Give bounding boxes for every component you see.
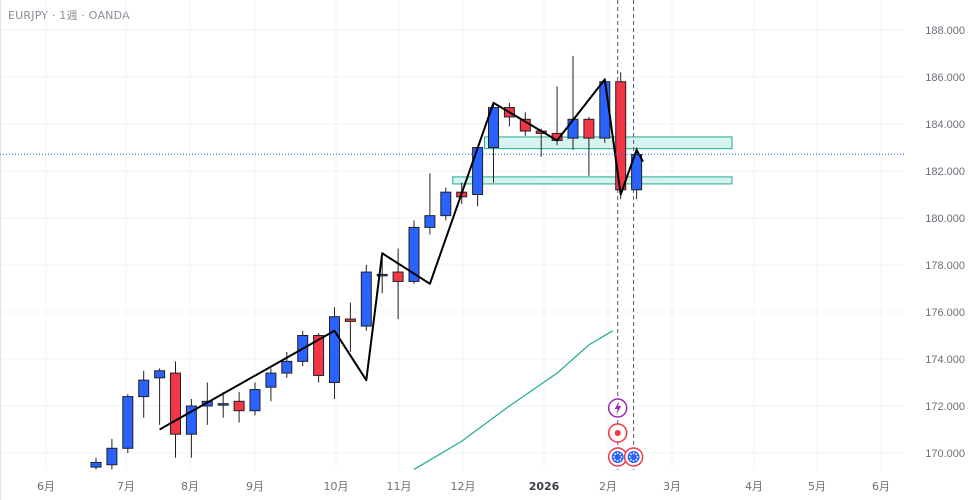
candle bbox=[599, 81, 611, 143]
candle-body bbox=[408, 226, 420, 282]
x-tick-label: 2026 bbox=[529, 480, 560, 493]
candle-body bbox=[90, 461, 102, 468]
chart-title: EURJPY · 1週 · OANDA bbox=[8, 9, 130, 22]
y-tick-label: 184.000 bbox=[925, 119, 965, 131]
x-tick-label: 6月 bbox=[872, 480, 890, 493]
candle bbox=[567, 55, 579, 150]
candle-body bbox=[106, 447, 118, 466]
candle-series bbox=[90, 55, 643, 470]
event-markers bbox=[607, 398, 644, 467]
y-tick-label: 170.000 bbox=[925, 448, 965, 460]
candle-body bbox=[122, 396, 134, 449]
candle bbox=[185, 398, 197, 458]
candle-body bbox=[376, 273, 388, 277]
x-tick-label: 6月 bbox=[37, 480, 55, 493]
price-axis-background bbox=[905, 0, 975, 500]
candle-body bbox=[488, 107, 499, 149]
candle bbox=[583, 116, 595, 176]
moving-average-line bbox=[413, 330, 614, 470]
x-tick-label: 2月 bbox=[599, 480, 617, 493]
y-tick-label: 188.000 bbox=[925, 25, 965, 37]
time-axis[interactable]: 6月 7月 8月 9月 10月 11月 12月 2026 2月 3月 4月 5月 6月 bbox=[37, 480, 890, 493]
zone-box[interactable] bbox=[452, 176, 733, 185]
price-axis[interactable]: 188.000 186.000 184.000 182.000 180.000 178.0… bbox=[905, 0, 975, 500]
y-tick-label: 172.000 bbox=[925, 401, 965, 413]
candle bbox=[488, 102, 499, 183]
red-dot-icon[interactable] bbox=[607, 423, 628, 443]
economic-event-icon[interactable] bbox=[623, 447, 644, 467]
candle bbox=[154, 368, 166, 425]
candle-body bbox=[424, 215, 436, 228]
candle bbox=[360, 265, 372, 331]
x-tick-label: 3月 bbox=[663, 480, 681, 493]
x-tick-label: 7月 bbox=[117, 480, 135, 493]
candle-body bbox=[154, 370, 166, 379]
candle-body bbox=[313, 335, 325, 376]
candle bbox=[376, 257, 388, 294]
candle-body bbox=[329, 316, 340, 384]
y-tick-label: 180.000 bbox=[925, 213, 965, 225]
x-tick-label: 4月 bbox=[745, 480, 763, 493]
candle-body bbox=[360, 271, 372, 327]
candle bbox=[170, 361, 181, 458]
candle bbox=[281, 351, 293, 378]
grid bbox=[0, 0, 905, 470]
candle-body bbox=[185, 405, 197, 435]
zigzag-path bbox=[159, 78, 644, 431]
lightning-icon[interactable] bbox=[607, 398, 628, 418]
candle-body bbox=[249, 389, 261, 412]
candle bbox=[249, 382, 261, 416]
candle-body bbox=[170, 372, 181, 435]
candle-body bbox=[138, 379, 150, 398]
candle bbox=[138, 370, 150, 418]
candle-body bbox=[233, 400, 245, 412]
x-tick-label: 8月 bbox=[181, 480, 199, 493]
candle-body bbox=[567, 118, 579, 139]
candle-body bbox=[440, 191, 452, 217]
candle bbox=[90, 457, 102, 470]
zigzag-line bbox=[159, 78, 644, 431]
candle bbox=[440, 187, 452, 221]
zone-box[interactable] bbox=[484, 136, 733, 150]
candle bbox=[233, 391, 245, 423]
candle-body bbox=[583, 118, 595, 139]
candle-body bbox=[265, 372, 277, 388]
candle bbox=[265, 368, 277, 402]
x-tick-label: 5月 bbox=[808, 480, 826, 493]
candle bbox=[106, 438, 118, 470]
candle-body bbox=[217, 403, 229, 406]
y-tick-label: 178.000 bbox=[925, 260, 965, 272]
x-tick-label: 11月 bbox=[387, 480, 412, 493]
candle bbox=[329, 307, 340, 399]
y-tick-label: 182.000 bbox=[925, 166, 965, 178]
candle bbox=[392, 248, 404, 320]
candle bbox=[313, 333, 325, 383]
candle-body bbox=[344, 318, 356, 322]
candle bbox=[424, 173, 436, 235]
candle-body bbox=[392, 271, 404, 282]
candle-body bbox=[281, 360, 293, 374]
event-lines bbox=[617, 0, 635, 470]
candle bbox=[615, 72, 627, 200]
x-tick-label: 10月 bbox=[324, 480, 349, 493]
y-tick-label: 186.000 bbox=[925, 72, 965, 84]
candle bbox=[122, 394, 134, 453]
y-tick-label: 174.000 bbox=[925, 354, 965, 366]
x-tick-label: 9月 bbox=[246, 480, 264, 493]
candle bbox=[217, 391, 229, 418]
y-tick-label: 176.000 bbox=[925, 307, 965, 319]
ma-line bbox=[413, 330, 614, 470]
candle bbox=[344, 302, 356, 352]
x-tick-label: 12月 bbox=[451, 480, 476, 493]
